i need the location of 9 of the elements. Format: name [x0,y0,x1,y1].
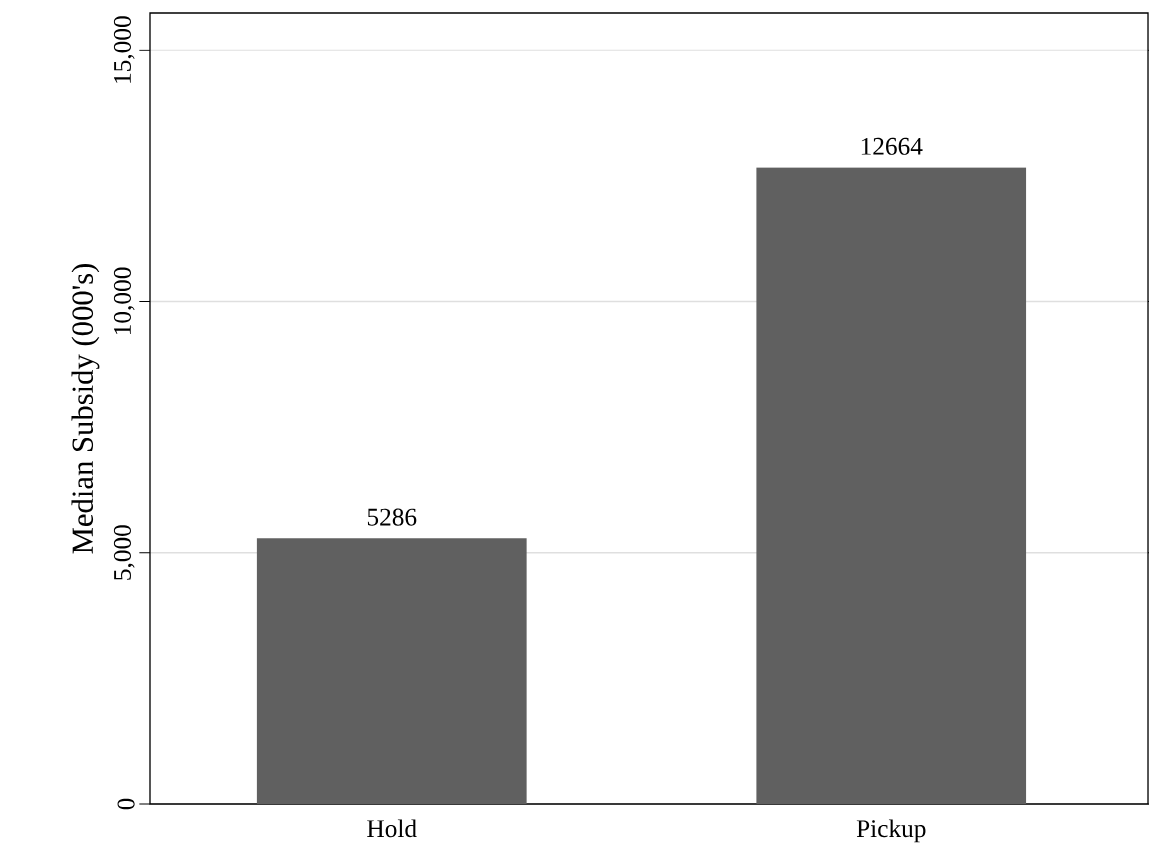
y-tick-label: 15,000 [113,16,135,83]
y-tick-label: 0 [117,798,135,810]
x-tick-label: Pickup [856,819,926,843]
y-tick-label: 10,000 [113,267,135,335]
y-tick-label: 5,000 [113,525,135,580]
data-label: 5286 [367,508,417,526]
y-axis-title: Median Subsidy (000's) [71,264,100,554]
data-label: 12664 [861,137,923,155]
x-tick-label: Hold [367,819,417,838]
